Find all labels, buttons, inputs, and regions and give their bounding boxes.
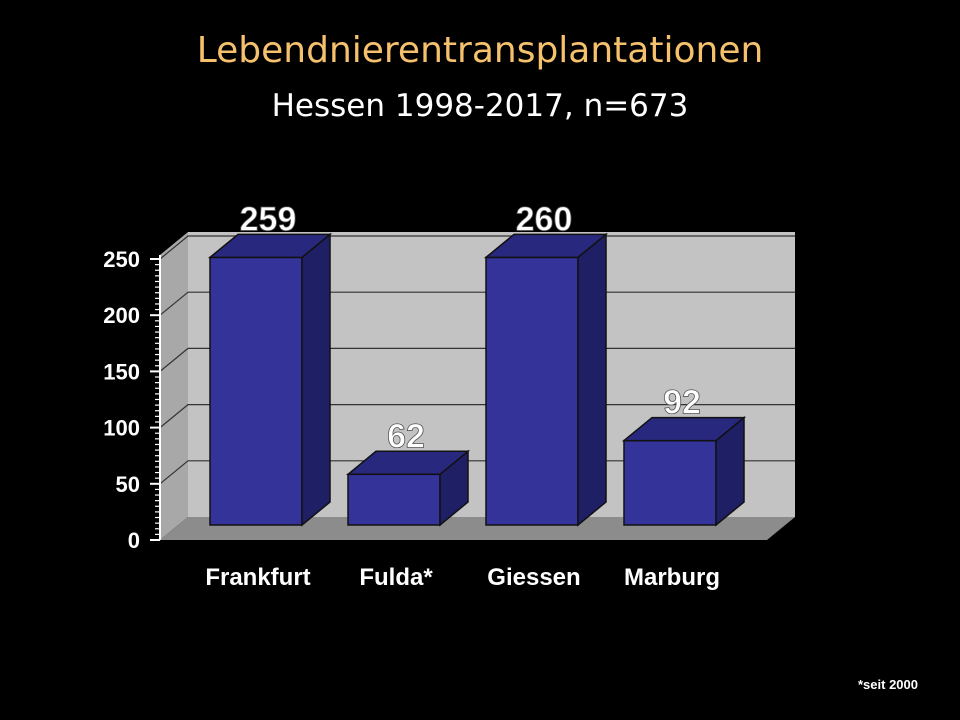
bar-top: [621, 416, 747, 442]
y-tick-label-0: 0: [128, 528, 140, 553]
bar-side: [301, 232, 331, 527]
bar-top: [483, 233, 609, 259]
x-tick-label-frankfurt: Frankfurt: [205, 564, 310, 591]
footnote: *seit 2000: [858, 677, 918, 692]
bar-fulda: [345, 449, 471, 527]
chart-title: Lebendnierentransplantationen: [196, 30, 764, 71]
y-axis: 0 50 100 150 200 250: [103, 247, 161, 553]
bar-frankfurt: [207, 232, 333, 527]
y-tick-label-50: 50: [116, 472, 140, 497]
chart-subtitle: Hessen 1998-2017, n=673: [271, 88, 689, 124]
bar-top: [345, 450, 471, 476]
y-tick-label-250: 250: [103, 247, 140, 272]
bar-giessen: [483, 232, 609, 527]
data-label-fulda: 62: [387, 417, 425, 455]
x-tick-label-giessen: Giessen: [487, 564, 580, 591]
bar-front: [623, 439, 717, 526]
bars: [207, 232, 747, 527]
data-label-frankfurt: 259: [240, 200, 297, 238]
y-tick-label-100: 100: [103, 416, 140, 441]
y-tick-label-150: 150: [103, 359, 140, 384]
data-label-marburg: 92: [663, 384, 701, 422]
bar-front: [209, 256, 303, 526]
bar-top: [207, 233, 333, 259]
bar-side: [577, 232, 607, 527]
bar-marburg: [621, 416, 747, 527]
y-tick-label-200: 200: [103, 303, 140, 328]
data-labels: 259 62 260 92: [239, 200, 701, 456]
data-label-giessen: 260: [516, 200, 573, 238]
bar-front: [485, 256, 579, 526]
x-axis-labels: Frankfurt Fulda* Giessen Marburg: [205, 564, 720, 591]
x-tick-label-marburg: Marburg: [624, 564, 720, 591]
side-wall: [160, 232, 188, 540]
x-tick-label-fulda: Fulda*: [359, 564, 433, 591]
bar-front: [347, 473, 441, 526]
